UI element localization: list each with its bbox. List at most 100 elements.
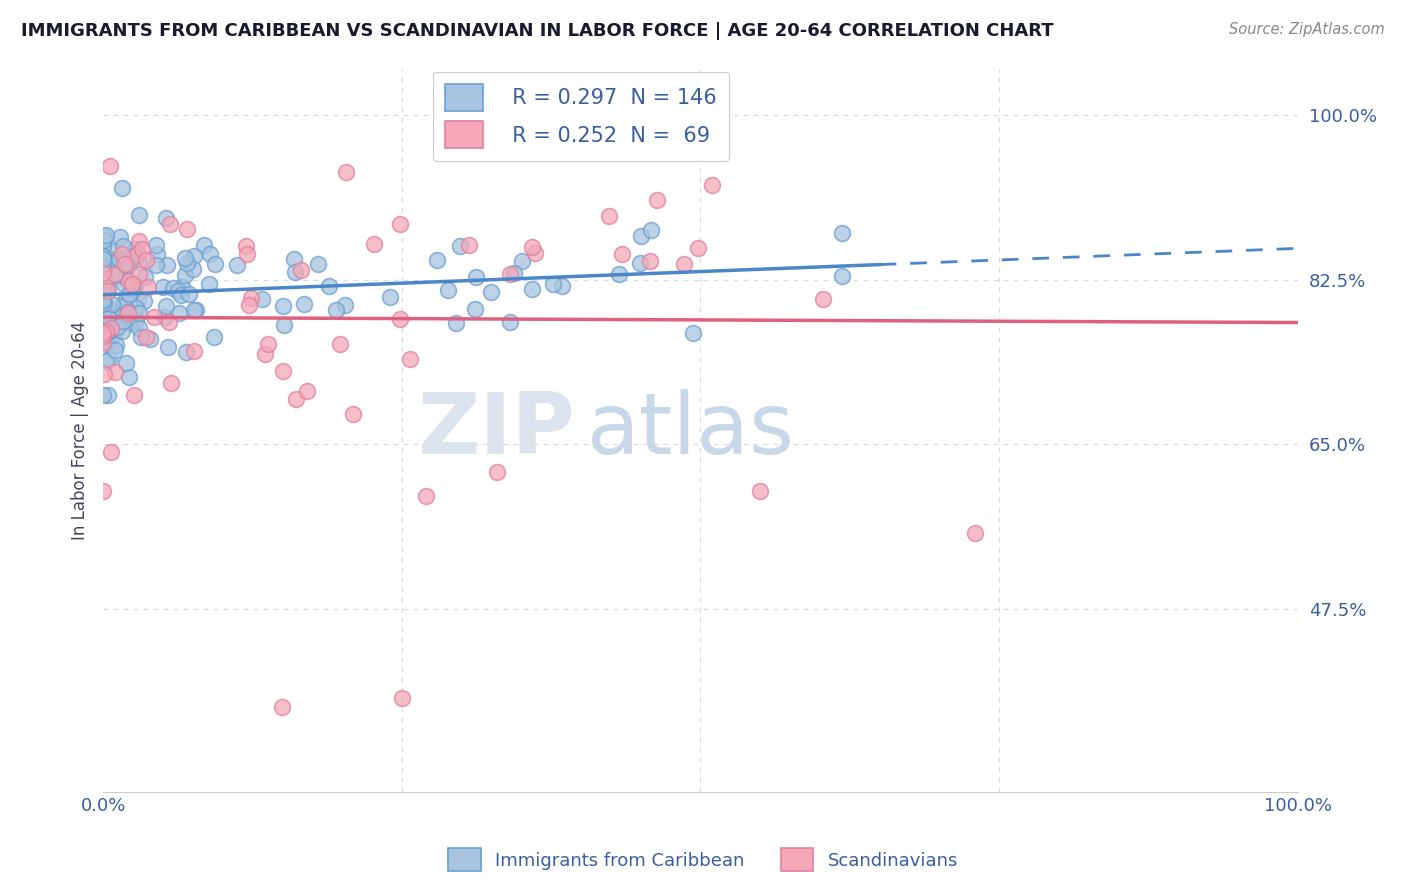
Point [111, 180, 134, 194]
Point [94, 227, 117, 242]
Point [91, 249, 114, 263]
Point [128, 255, 150, 269]
Point [94, 353, 117, 368]
Point [114, 270, 136, 285]
Point [965, 526, 987, 541]
Point [152, 280, 174, 294]
Point [503, 266, 526, 280]
Point [541, 277, 564, 292]
Point [91, 316, 114, 330]
Point [831, 268, 853, 283]
Point [131, 242, 153, 256]
Point [93, 273, 115, 287]
Point [112, 314, 135, 328]
Point [93, 296, 115, 310]
Point [93, 368, 115, 382]
Point [672, 257, 695, 271]
Point [682, 326, 704, 340]
Point [91, 260, 114, 275]
Point [290, 263, 312, 277]
Point [91, 329, 114, 343]
Point [104, 343, 127, 358]
Point [91, 268, 114, 283]
Point [363, 236, 385, 251]
Point [128, 234, 150, 248]
Point [464, 301, 486, 316]
Point [91, 272, 114, 286]
Point [114, 257, 136, 271]
Point [167, 284, 190, 298]
Point [91, 252, 114, 267]
Point [97, 351, 120, 366]
Point [97, 388, 120, 402]
Point [93, 301, 115, 316]
Point [486, 466, 509, 480]
Point [342, 408, 364, 422]
Point [91, 293, 114, 307]
Point [146, 247, 169, 261]
Point [91, 293, 114, 307]
Point [124, 279, 146, 293]
Point [91, 270, 114, 285]
Point [104, 268, 127, 282]
Point [125, 301, 148, 315]
Point [318, 279, 340, 293]
Point [112, 277, 135, 291]
Point [159, 218, 181, 232]
Text: Source: ZipAtlas.com: Source: ZipAtlas.com [1229, 22, 1385, 37]
Point [121, 277, 143, 291]
Point [388, 217, 411, 231]
Point [586, 129, 609, 144]
Point [105, 319, 128, 334]
Point [118, 287, 141, 301]
Point [520, 240, 543, 254]
Point [193, 238, 215, 252]
Text: ZIP: ZIP [418, 389, 575, 472]
Point [426, 253, 449, 268]
Point [112, 239, 135, 253]
Point [91, 305, 114, 319]
Point [153, 310, 176, 324]
Point [117, 260, 139, 274]
Point [129, 329, 152, 343]
Point [333, 298, 356, 312]
Point [93, 228, 115, 243]
Point [124, 242, 146, 256]
Point [93, 263, 115, 277]
Point [128, 306, 150, 320]
Point [97, 311, 120, 326]
Point [107, 310, 129, 324]
Point [335, 165, 357, 179]
Point [117, 305, 139, 319]
Point [202, 330, 225, 344]
Point [238, 297, 260, 311]
Point [111, 309, 134, 323]
Point [145, 258, 167, 272]
Point [498, 267, 520, 281]
Point [104, 365, 127, 379]
Point [464, 269, 486, 284]
Point [91, 484, 114, 499]
Point [91, 282, 114, 296]
Point [96, 278, 118, 293]
Point [135, 329, 157, 343]
Point [647, 193, 669, 207]
Point [811, 292, 834, 306]
Point [172, 280, 194, 294]
Point [100, 297, 122, 311]
Point [93, 276, 115, 290]
Point [94, 282, 117, 296]
Point [181, 262, 204, 277]
Point [399, 351, 422, 366]
Point [273, 318, 295, 332]
Point [122, 388, 145, 402]
Point [91, 266, 114, 280]
Point [114, 355, 136, 369]
Y-axis label: In Labor Force | Age 20-64: In Labor Force | Age 20-64 [72, 320, 89, 540]
Legend: Immigrants from Caribbean, Scandinavians: Immigrants from Caribbean, Scandinavians [441, 841, 965, 879]
Point [446, 317, 468, 331]
Point [628, 256, 651, 270]
Point [700, 178, 723, 192]
Point [254, 347, 277, 361]
Point [93, 280, 115, 294]
